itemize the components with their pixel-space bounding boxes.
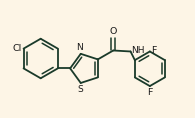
- Text: F: F: [151, 46, 157, 55]
- Text: O: O: [110, 27, 117, 36]
- Text: Cl: Cl: [12, 44, 22, 53]
- Text: NH: NH: [132, 46, 145, 55]
- Text: N: N: [76, 43, 83, 52]
- Text: F: F: [147, 88, 152, 97]
- Text: S: S: [78, 85, 84, 94]
